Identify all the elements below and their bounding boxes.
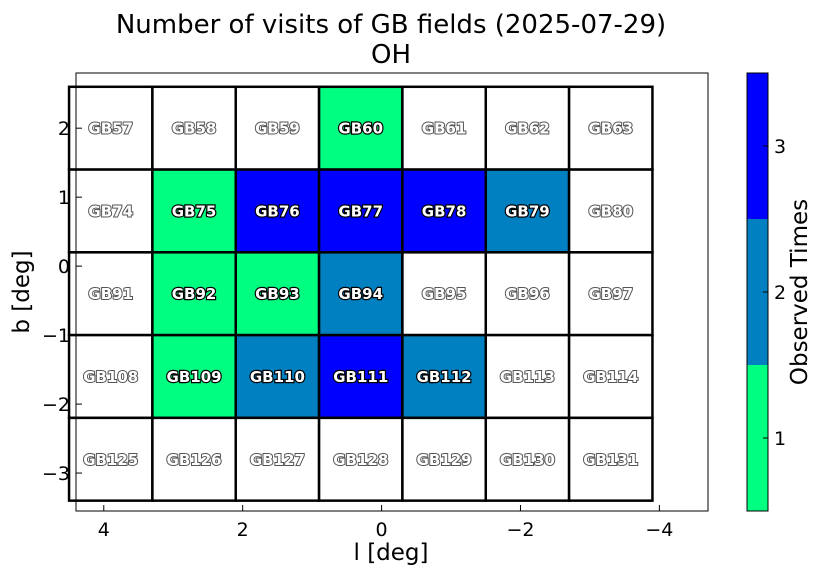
label-gb97: GB97 <box>588 285 633 303</box>
label-gb92: GB92 <box>172 285 217 303</box>
cell-gb97 <box>567 251 654 337</box>
label-gb63: GB63 <box>588 120 633 138</box>
label-gb113: GB113 <box>500 368 555 386</box>
label-gb79: GB79 <box>505 202 550 220</box>
cell-gb125 <box>67 416 154 502</box>
cell-gb76 <box>234 168 321 254</box>
label-gb76: GB76 <box>255 202 300 220</box>
cell-gb109 <box>151 333 237 420</box>
colorbar: 1 2 3 <box>746 72 786 512</box>
label-gb75: GB75 <box>172 202 217 220</box>
x-tick-label: 4 <box>98 519 110 541</box>
colorbar-segment-2 <box>747 219 768 365</box>
chart-subtitle: OH <box>371 40 411 70</box>
colorbar-segment-1 <box>747 365 768 511</box>
x-axis-ticks: 4 2 0 −2 −4 <box>98 505 673 541</box>
colorbar-segment-3 <box>747 73 768 219</box>
label-gb95: GB95 <box>422 285 467 303</box>
colorbar-tick-label: 1 <box>774 428 786 450</box>
label-gb127: GB127 <box>250 451 305 469</box>
cell-gb78 <box>401 168 488 254</box>
label-gb108: GB108 <box>83 368 138 386</box>
label-gb96: GB96 <box>505 285 550 303</box>
y-tick-label: 0 <box>58 256 70 278</box>
cell-gb108 <box>67 333 154 420</box>
y-tick-label: −3 <box>42 463 70 485</box>
x-tick-label: −2 <box>506 519 534 541</box>
label-gb126: GB126 <box>167 451 222 469</box>
label-gb130: GB130 <box>500 451 555 469</box>
cell-gb95 <box>401 251 488 337</box>
y-tick-label: −1 <box>42 325 70 347</box>
y-tick-label: 2 <box>58 118 70 140</box>
label-gb62: GB62 <box>505 120 550 138</box>
label-gb80: GB80 <box>588 202 633 220</box>
colorbar-tick-label: 2 <box>774 282 786 304</box>
label-gb129: GB129 <box>417 451 472 469</box>
colorbar-tick-label: 3 <box>774 136 786 158</box>
label-gb112: GB112 <box>417 368 472 386</box>
label-gb58: GB58 <box>172 120 217 138</box>
cell-gb113 <box>484 333 571 420</box>
label-gb74: GB74 <box>88 202 133 220</box>
label-gb59: GB59 <box>255 120 300 138</box>
x-axis-label: l [deg] <box>354 540 429 566</box>
y-axis-label: b [deg] <box>9 250 35 333</box>
x-tick-label: 0 <box>376 519 388 541</box>
cell-gb130 <box>484 416 571 502</box>
label-gb131: GB131 <box>583 451 638 469</box>
cell-gb80 <box>567 168 654 254</box>
cell-gb96 <box>484 251 571 337</box>
plot-frame <box>75 72 709 512</box>
chart-title: Number of visits of GB fields (2025-07-2… <box>116 10 666 40</box>
y-axis-ticks: 2 1 0 −1 −2 −3 <box>42 118 82 485</box>
colorbar-frame <box>746 72 769 512</box>
label-gb78: GB78 <box>422 202 467 220</box>
cell-gb93 <box>234 251 321 337</box>
x-tick-label: 2 <box>237 519 249 541</box>
y-tick-label: −2 <box>42 394 70 416</box>
y-tick-label: 1 <box>58 187 70 209</box>
label-gb77: GB77 <box>338 202 383 220</box>
label-gb94: GB94 <box>338 285 383 303</box>
label-gb110: GB110 <box>250 368 305 386</box>
label-gb111: GB111 <box>333 368 388 386</box>
cell-gb127 <box>234 416 321 502</box>
label-gb91: GB91 <box>88 285 133 303</box>
label-gb109: GB109 <box>167 368 222 386</box>
label-gb61: GB61 <box>422 120 467 138</box>
cell-gb74 <box>67 168 154 254</box>
label-gb60: GB60 <box>338 120 383 138</box>
label-gb93: GB93 <box>255 285 300 303</box>
label-gb57: GB57 <box>88 120 133 138</box>
colorbar-label: Observed Times <box>787 199 813 385</box>
cell-gb58 <box>151 85 237 171</box>
cell-gb62 <box>484 85 571 171</box>
cell-gb131 <box>567 416 654 502</box>
field-labels: GB57 GB58 GB59 GB60 GB61 GB62 GB63 GB74 GB75 GB76… <box>82 118 639 469</box>
x-tick-label: −4 <box>645 519 673 541</box>
label-gb128: GB128 <box>333 451 388 469</box>
label-gb125: GB125 <box>83 451 138 469</box>
cell-gb92 <box>151 251 237 337</box>
cell-gb57 <box>67 85 154 171</box>
heatmap-cells <box>67 85 654 502</box>
label-gb114: GB114 <box>583 368 638 386</box>
